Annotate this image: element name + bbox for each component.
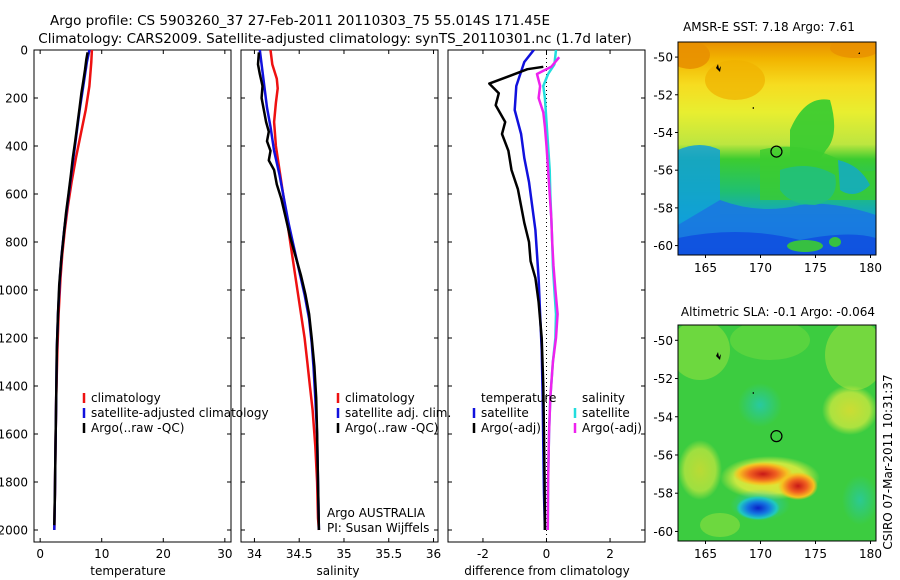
map-y-tick-label: -50 <box>653 334 673 348</box>
salinity-x-ticks: 34 34.5 35 35.5 36 <box>247 50 441 561</box>
x-tick-label: 10 <box>94 547 109 561</box>
sla-map-ticks: 165 170 175 180 -50 -52 -54 -56 -58 -60 <box>653 334 882 561</box>
sla-map-field <box>678 325 876 541</box>
legend-temperature-title: temperature <box>481 391 556 405</box>
map-x-tick-label: 180 <box>859 547 882 561</box>
salinity-series <box>256 50 321 531</box>
legend-salinity-title: salinity <box>582 391 625 405</box>
legend-sal-argo: Argo(-adj) <box>582 421 642 435</box>
header-line2: Climatology: CARS2009. Satellite-adjuste… <box>38 31 631 47</box>
map-x-tick-label: 165 <box>694 261 717 275</box>
map-y-tick-label: -52 <box>653 372 673 386</box>
series-line-argo-raw-qc- <box>256 52 321 531</box>
sla-map-frame <box>677 324 877 542</box>
x-tick-label: -2 <box>477 547 489 561</box>
depth-tick-label: 2000 <box>0 524 28 538</box>
x-tick-label: 0 <box>36 547 44 561</box>
footer-stamp: CSIRO 07-Mar-2011 10:31:37 <box>881 374 895 549</box>
map-y-tick-label: -60 <box>653 525 673 539</box>
sst-map-ticks: 165 170 175 180 -50 -52 -54 -56 -58 -60 <box>653 51 882 275</box>
depth-tick-label: 1000 <box>0 284 28 298</box>
depth-tick-label: 1600 <box>0 428 28 442</box>
map-x-tick-label: 175 <box>804 261 827 275</box>
map-x-tick-label: 170 <box>749 261 772 275</box>
legend-argo: Argo(..raw -QC) <box>91 421 184 435</box>
depth-tick-label: 200 <box>5 92 28 106</box>
legend-temp-argo: Argo(-adj) <box>481 421 541 435</box>
difference-legend: temperature satellite Argo(-adj) salinit… <box>472 391 642 435</box>
map-x-tick-label: 165 <box>694 547 717 561</box>
header-line1: Argo profile: CS 5903260_37 27-Feb-2011 … <box>50 13 550 29</box>
temperature-x-ticks: 0 10 20 30 <box>36 50 232 561</box>
x-tick-label: 35 <box>336 547 351 561</box>
map-x-tick-label: 170 <box>749 547 772 561</box>
depth-tick-label: 1400 <box>0 380 28 394</box>
map-y-tick-label: -52 <box>653 88 673 102</box>
salinity-xlabel: salinity <box>316 564 359 578</box>
salinity-legend: climatology satellite adj. clim. Argo(..… <box>327 391 451 535</box>
difference-x-ticks: -2 0 2 <box>477 50 614 561</box>
map-y-tick-label: -50 <box>653 51 673 65</box>
salinity-panel-frame <box>240 49 439 543</box>
depth-tick-label: 600 <box>5 188 28 202</box>
x-tick-label: 20 <box>156 547 171 561</box>
argo-position-marker <box>770 430 783 443</box>
sst-map-frame <box>677 41 877 256</box>
map-y-tick-label: -58 <box>653 201 673 215</box>
series-line-temperature-argo-adj- <box>488 65 547 531</box>
series-line-temperature-satellite <box>513 50 547 531</box>
series-line-argo-raw-qc- <box>53 52 89 526</box>
x-tick-label: 34 <box>247 547 262 561</box>
difference-xlabel: difference from climatology <box>464 564 630 578</box>
series-line-salinity-argo-adj- <box>535 56 561 531</box>
argo-position-marker <box>770 145 783 158</box>
legend-temp-satellite: satellite <box>481 406 529 420</box>
series-line-climatology <box>269 50 321 531</box>
depth-tick-label: 1200 <box>0 332 28 346</box>
x-tick-label: 0 <box>543 547 551 561</box>
depth-axis: 0 200 400 600 800 1000 1200 1400 1600 1800 2000 <box>0 44 645 538</box>
coastline-islands <box>716 352 754 394</box>
series-line-satellite-adj-clim- <box>258 50 321 531</box>
map-x-tick-label: 180 <box>859 261 882 275</box>
temperature-series <box>53 50 94 531</box>
map-y-tick-label: -54 <box>653 126 673 140</box>
temperature-legend: climatology satellite-adjusted climatolo… <box>82 391 269 435</box>
map-y-tick-label: -56 <box>653 164 673 178</box>
float-program-label: Argo AUSTRALIA <box>327 506 426 520</box>
sst-map-title: AMSR-E SST: 7.18 Argo: 7.61 <box>683 20 855 34</box>
legend-argo: Argo(..raw -QC) <box>345 421 438 435</box>
map-y-tick-label: -60 <box>653 239 673 253</box>
legend-sal-satellite: satellite <box>582 406 630 420</box>
depth-tick-label: 400 <box>5 140 28 154</box>
x-tick-label: 34.5 <box>286 547 313 561</box>
sst-map-field <box>678 42 876 255</box>
pi-label: PI: Susan Wijffels <box>327 521 429 535</box>
legend-satellite: satellite-adjusted climatology <box>91 406 269 420</box>
x-tick-label: 36 <box>426 547 441 561</box>
difference-series <box>488 50 561 531</box>
map-y-tick-label: -54 <box>653 410 673 424</box>
x-tick-label: 30 <box>217 547 232 561</box>
legend-climatology: climatology <box>91 391 161 405</box>
map-y-tick-label: -58 <box>653 487 673 501</box>
temperature-xlabel: temperature <box>90 564 165 578</box>
x-tick-label: 35.5 <box>375 547 402 561</box>
x-tick-label: 2 <box>606 547 614 561</box>
map-y-tick-label: -56 <box>653 448 673 462</box>
legend-climatology: climatology <box>345 391 415 405</box>
depth-tick-label: 800 <box>5 236 28 250</box>
temperature-panel-frame <box>33 49 232 543</box>
legend-satellite: satellite adj. clim. <box>345 406 451 420</box>
depth-tick-label: 0 <box>20 44 28 58</box>
depth-tick-label: 1800 <box>0 476 28 490</box>
sla-map-title: Altimetric SLA: -0.1 Argo: -0.064 <box>681 305 875 319</box>
map-x-tick-label: 175 <box>804 547 827 561</box>
